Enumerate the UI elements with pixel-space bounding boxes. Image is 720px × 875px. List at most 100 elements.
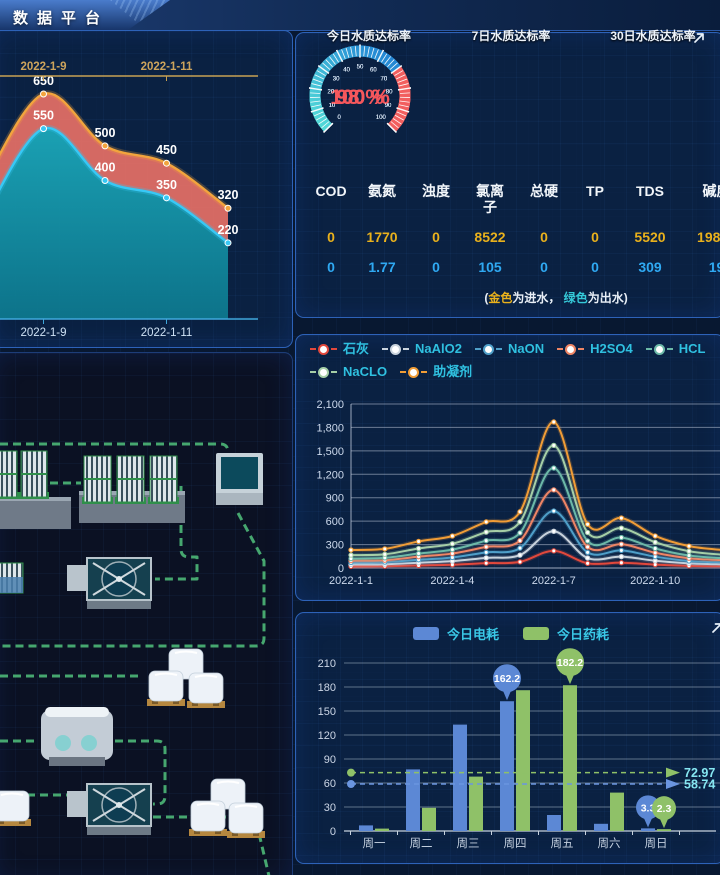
svg-text:400: 400 (95, 161, 116, 175)
svg-text:2.3: 2.3 (657, 803, 672, 815)
table-header: 碱度 (702, 183, 720, 199)
svg-text:0: 0 (337, 115, 341, 121)
svg-text:2022-1-9: 2022-1-9 (20, 327, 66, 339)
table-cell: 1770 (366, 229, 398, 246)
legend-item-NaAlO2[interactable]: NaAlO2 (382, 338, 462, 360)
svg-text:40: 40 (343, 68, 350, 74)
water-quality-table: COD 氨氮 浊度 氯离子 总硬 TP TDS 碱度 0 1770 0 8522 0 0 5520 19800… (296, 183, 720, 306)
avg-label: 72.97 (684, 766, 715, 780)
svg-text:100: 100 (376, 115, 387, 121)
svg-text:182.2: 182.2 (557, 657, 583, 669)
svg-text:2022-1-11: 2022-1-11 (141, 61, 193, 73)
material-bag (190, 800, 226, 832)
table-cell: 105 (478, 259, 502, 276)
svg-text:0: 0 (330, 826, 336, 838)
legend-item-石灰[interactable]: 石灰 (310, 338, 369, 360)
table-cell: 0 (327, 229, 335, 246)
svg-text:600: 600 (326, 516, 344, 528)
inlet-outlet-area-chart-panel: 650 550 500 400 450 350 320 220 2022-1-9 2022-1-9… (0, 30, 293, 348)
expand-icon[interactable] (710, 621, 720, 637)
table-cell: 0 (432, 229, 440, 246)
svg-text:20: 20 (328, 89, 335, 95)
svg-text:2,100: 2,100 (316, 399, 344, 411)
legend-item-助凝剂[interactable]: 助凝剂 (400, 361, 472, 383)
bar-x-label: 周四 (504, 837, 527, 850)
water-quality-panel: 0 10 20 30 40 50 60 70 80 90 100 100 % 今日水质达标率 0 10 20 3… (295, 29, 720, 318)
svg-text:180: 180 (318, 682, 336, 694)
legend-item-H2SO4[interactable]: H2SO4 (557, 338, 633, 360)
material-bag (188, 672, 224, 704)
table-cell: 5520 (634, 229, 666, 246)
dosing-line-chart-panel: 0 300 600 900 1,200 1,500 1,800 2,100 2022-1-1 20… (295, 334, 720, 601)
svg-text:2022-1-4: 2022-1-4 (430, 575, 474, 587)
gauge-label: 今日水质达标率 (326, 29, 411, 43)
svg-text:120: 120 (318, 730, 336, 742)
page-title: 数据平台 (13, 10, 110, 27)
bar-x-label: 周三 (457, 837, 480, 850)
table-cell: 19 (708, 259, 720, 276)
svg-text:80: 80 (386, 89, 393, 95)
bar-今日电耗 (359, 825, 373, 831)
outflow-area (0, 128, 228, 319)
svg-text:70: 70 (381, 77, 388, 83)
gauge-value: 100 % (330, 86, 390, 109)
table-cell: 309 (638, 259, 662, 276)
consumption-bar-chart-panel: 0 30 60 90 120 150 180 210 周一 周二 周三 周四 周五 周六 周日 72.97 58… (295, 612, 720, 864)
legend-item-今日药耗[interactable]: 今日药耗 (523, 624, 609, 643)
table-header: 总硬 (530, 183, 558, 199)
svg-text:30: 30 (333, 77, 340, 83)
svg-text:20: 20 (328, 89, 335, 95)
table-note: (金色为进水， 绿色为出水) (484, 291, 628, 306)
svg-text:100: 100 (376, 115, 387, 121)
table-cell: 0 (327, 259, 335, 276)
callout-balloon (556, 648, 584, 677)
svg-text:80: 80 (386, 89, 393, 95)
pallet (227, 831, 265, 838)
legend-item-HCL[interactable]: HCL (645, 338, 705, 360)
table-cell: 8522 (474, 229, 506, 246)
app-header: 数据平台 (0, 0, 720, 31)
svg-text:450: 450 (156, 143, 177, 157)
series-NaON (350, 509, 720, 564)
bar-今日药耗 (657, 829, 671, 831)
machine (41, 710, 113, 760)
callout-balloon (652, 796, 676, 821)
svg-text:150: 150 (318, 706, 336, 718)
svg-text:60: 60 (370, 68, 377, 74)
table-cell: 0 (591, 259, 599, 276)
svg-text:100: 100 (376, 115, 387, 121)
svg-text:900: 900 (326, 493, 344, 505)
bar-x-label: 周二 (410, 837, 433, 850)
table-header: COD (315, 183, 347, 199)
svg-text:70: 70 (381, 77, 388, 83)
bar-今日药耗 (516, 690, 530, 831)
svg-text:350: 350 (156, 178, 177, 192)
svg-text:90: 90 (385, 103, 392, 109)
svg-text:30: 30 (333, 77, 340, 83)
bar-今日药耗 (422, 807, 436, 831)
bar-今日药耗 (610, 792, 624, 831)
table-header: TP (586, 183, 604, 199)
svg-text:2022-1-1: 2022-1-1 (329, 575, 373, 587)
svg-text:320: 320 (218, 188, 239, 202)
svg-text:1,500: 1,500 (316, 446, 344, 458)
material-bag (228, 802, 264, 834)
bar-今日电耗 (547, 815, 561, 831)
svg-text:0: 0 (337, 115, 341, 121)
legend-item-今日电耗[interactable]: 今日电耗 (412, 624, 499, 643)
material-bag (0, 790, 30, 822)
svg-text:0: 0 (338, 563, 344, 575)
svg-text:90: 90 (385, 103, 392, 109)
svg-text:3.3: 3.3 (641, 802, 656, 814)
bar-今日药耗 (563, 685, 577, 831)
gauge-value: 98 % (336, 86, 384, 109)
svg-text:10: 10 (329, 103, 336, 109)
legend-item-NaCLO[interactable]: NaCLO (310, 361, 387, 383)
svg-text:300: 300 (326, 540, 344, 552)
gauge-1: 0 10 20 30 40 50 60 70 80 90 100 100 % 7日水质达标率 (309, 29, 582, 133)
table-cell: 1.77 (368, 259, 396, 276)
legend-item-NaON[interactable]: NaON (474, 338, 544, 360)
expand-icon[interactable] (692, 31, 708, 47)
bar-x-label: 周六 (598, 837, 621, 850)
